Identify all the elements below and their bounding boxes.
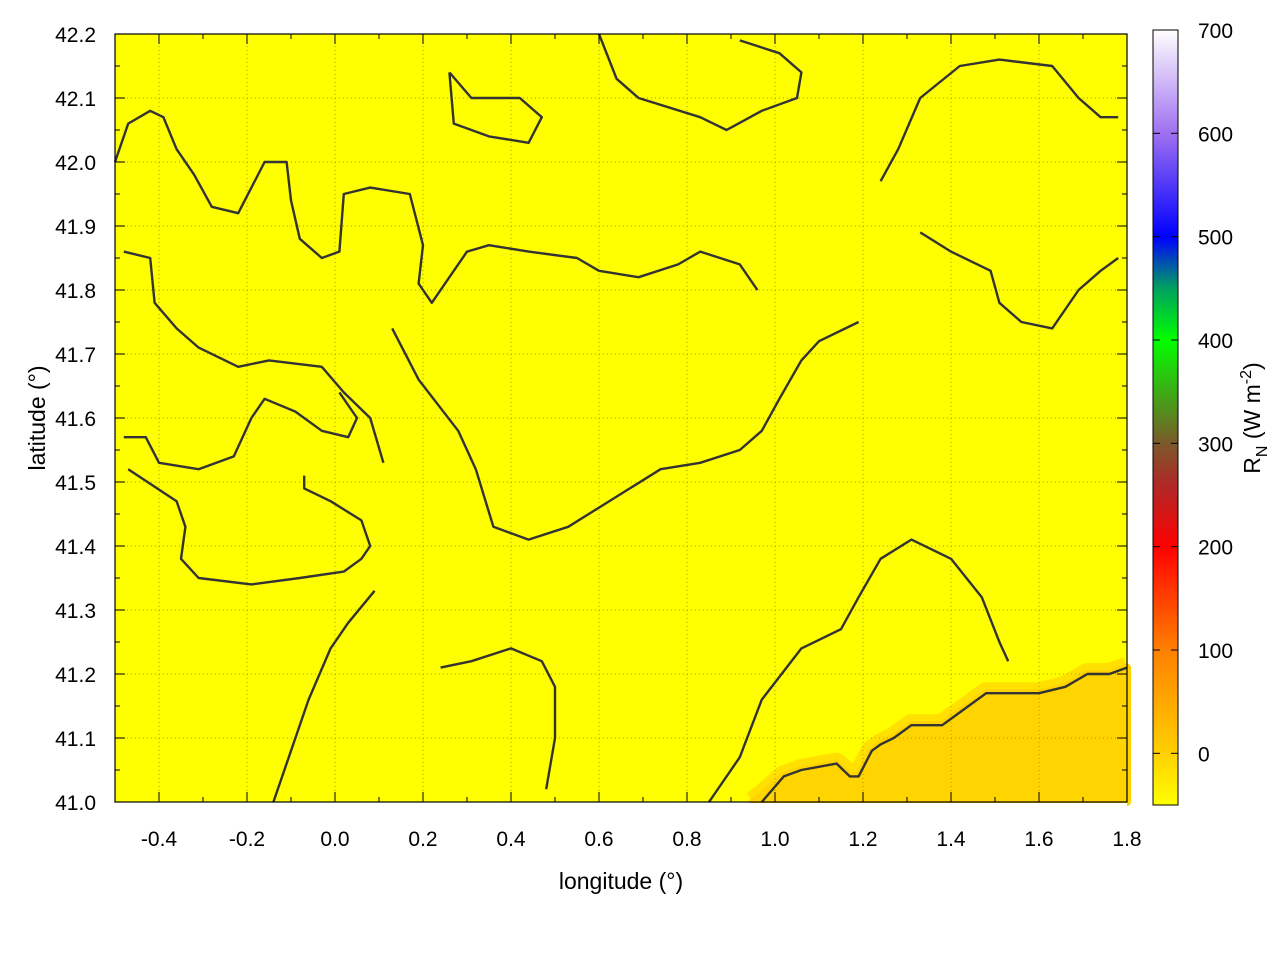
y-tick-label: 41.1 [55, 728, 96, 751]
y-tick-label: 41.3 [55, 600, 96, 623]
contour-line [127, 468, 372, 586]
x-tick-label: 1.6 [1024, 828, 1053, 851]
colorbar-tick-label: 0 [1198, 743, 1210, 766]
colorbar [1152, 29, 1179, 806]
x-tick-label: 0.4 [496, 828, 526, 851]
contour-line [919, 231, 1119, 330]
contour-line [123, 391, 359, 471]
colorbar-ticks: 0 100 200 300 400 500 600 700 [1153, 20, 1233, 766]
y-tick-label: 41.5 [55, 472, 96, 495]
colorbar-tick-label: 100 [1198, 640, 1233, 663]
y-tick-label: 41.2 [55, 664, 96, 687]
colorbar-tick-label: 600 [1198, 123, 1233, 146]
y-tick-label: 42.0 [55, 152, 96, 175]
x-tick-label: 1.8 [1112, 828, 1141, 851]
bottom-mask [115, 803, 1127, 811]
y-tick-label: 41.6 [55, 408, 96, 431]
contour-line [448, 71, 543, 145]
contour-line [113, 109, 759, 304]
contour-line [440, 647, 557, 790]
y-tick-label: 41.0 [55, 792, 96, 815]
grid-layer [115, 34, 1127, 802]
x-tick-label: 1.0 [760, 828, 789, 851]
contour-line [597, 33, 803, 132]
y-tick-label: 41.7 [55, 344, 96, 367]
y-tick-label: 41.8 [55, 280, 96, 303]
x-tick-label: -0.2 [229, 828, 265, 851]
x-tick-label: 0.6 [584, 828, 613, 851]
x-tick-label: -0.4 [141, 828, 178, 851]
contour-line [708, 538, 1010, 803]
contour-layer [113, 33, 1128, 803]
x-tick-label: 0.8 [672, 828, 701, 851]
colorbar-tick-label: 400 [1198, 330, 1233, 353]
contour-line [879, 58, 1119, 182]
y-tick-label: 42.1 [55, 88, 96, 111]
tick-layer: -0.4 -0.2 0.0 0.2 0.4 0.6 0.8 1.0 1.2 1.4 1.6 1.8 41… [55, 24, 1141, 851]
contour-line [760, 666, 1128, 803]
contour-line [123, 250, 385, 464]
colorbar-label: RN (W m-2) [1238, 362, 1271, 473]
y-tick-label: 42.2 [55, 24, 96, 47]
colorbar-tick-label: 500 [1198, 227, 1233, 250]
y-axis-label: latitude (°) [24, 365, 50, 470]
y-tick-label: 41.4 [55, 536, 96, 559]
x-axis-label: longitude (°) [559, 868, 683, 894]
colorbar-tick-label: 300 [1198, 433, 1233, 456]
x-tick-label: 0.2 [408, 828, 437, 851]
contour-line [391, 320, 860, 541]
colorbar-tick-label: 700 [1198, 20, 1233, 43]
y-tick-label: 41.9 [55, 216, 96, 239]
x-tick-label: 1.2 [848, 828, 877, 851]
x-tick-label: 0.0 [320, 828, 349, 851]
contour-line [272, 590, 376, 803]
colorbar-tick-label: 200 [1198, 537, 1233, 560]
x-tick-label: 1.4 [936, 828, 966, 851]
